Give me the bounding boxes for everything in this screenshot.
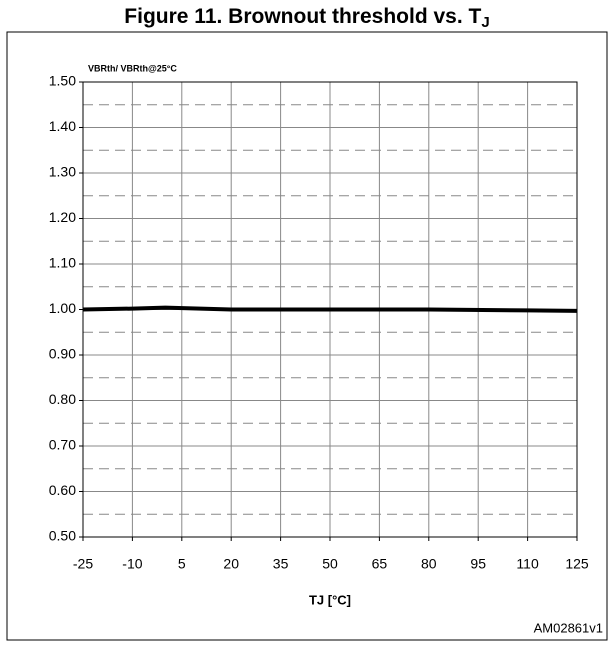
y-axis-label: VBRth/ VBRth@25°C: [88, 63, 177, 73]
y-tick-label: 1.10: [49, 255, 76, 271]
x-tick-label: 110: [516, 556, 539, 572]
x-axis-label: TJ [°C]: [309, 592, 351, 607]
y-tick-label: 1.40: [49, 118, 76, 134]
x-tick-label: 35: [273, 556, 289, 572]
y-tick-label: 0.60: [49, 482, 76, 498]
footnote: AM02861v1: [534, 620, 603, 635]
frame: [6, 31, 608, 641]
data-line: [82, 305, 578, 313]
title-subscript: J: [481, 14, 489, 31]
chart-title: Figure 11. Brownout threshold vs. TJ: [124, 5, 489, 31]
x-tick-label: -25: [73, 556, 93, 572]
y-tick-label: 0.90: [49, 346, 76, 362]
x-tick-label: 95: [470, 556, 486, 572]
y-tick-label: 1.20: [49, 209, 76, 225]
x-tick-label: -10: [122, 556, 142, 572]
y-tick-label: 1.30: [49, 164, 76, 180]
y-tick-label: 0.50: [49, 528, 76, 544]
y-tick-label: 1.50: [49, 73, 76, 89]
x-tick-label: 80: [421, 556, 437, 572]
x-tick-label: 125: [565, 556, 589, 572]
title-main: Figure 11. Brownout threshold vs. T: [124, 5, 481, 28]
x-tick-label: 50: [322, 556, 338, 572]
x-tick-label: 5: [178, 556, 186, 572]
y-tick-label: 0.80: [49, 391, 76, 407]
y-tick-label: 1.00: [49, 300, 76, 316]
x-tick-label: 20: [223, 556, 239, 572]
x-tick-label: 65: [372, 556, 388, 572]
y-tick-label: 0.70: [49, 437, 76, 453]
